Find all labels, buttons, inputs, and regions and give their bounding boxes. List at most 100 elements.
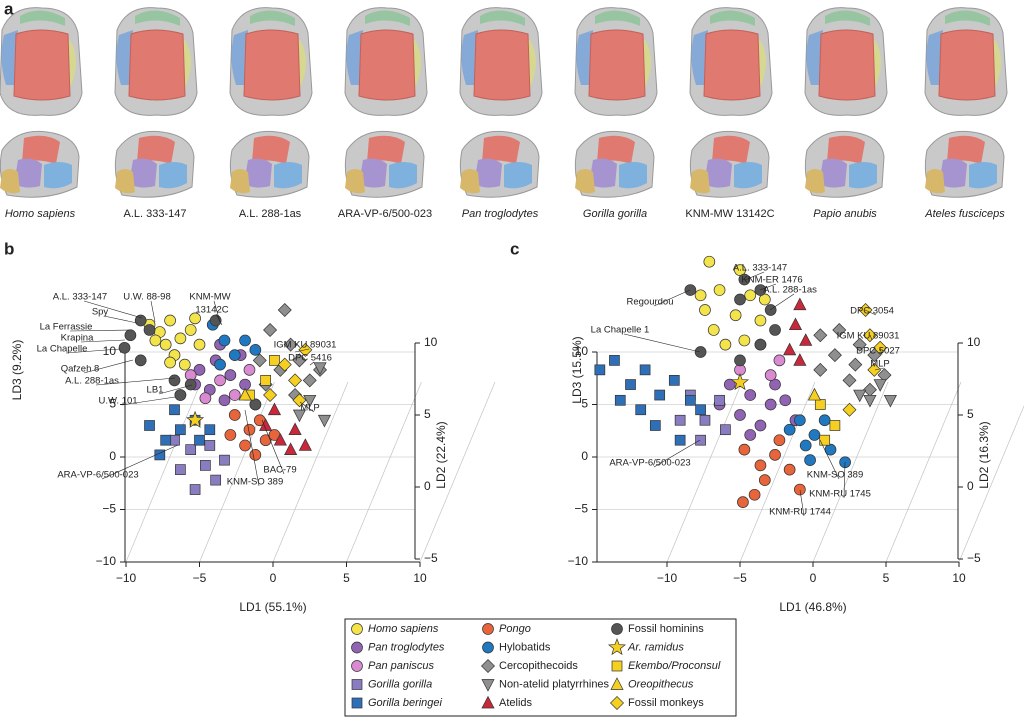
facet: [969, 162, 997, 189]
data-point: [738, 273, 751, 286]
bone-top: [20, 10, 65, 26]
bone-side: [1, 30, 18, 85]
annotation: DPC 5027: [856, 346, 900, 357]
data-point: [788, 317, 803, 331]
annotation: La Ferrassie: [40, 322, 93, 333]
data-point: [674, 434, 686, 446]
annotation: KNM-SO 389: [227, 477, 284, 488]
facet: [14, 158, 42, 188]
facet: [460, 169, 480, 194]
data-point: [481, 695, 495, 709]
facet: [939, 158, 967, 188]
facet: [367, 135, 405, 164]
data-point: [249, 398, 262, 411]
y2-axis-label: LD2 (16.3%): [977, 421, 991, 488]
leader-line: [244, 409, 260, 487]
grid-line: [958, 405, 1024, 563]
data-point: [744, 289, 757, 302]
leader-line: [261, 419, 285, 475]
annotation: IGM KU 89031: [837, 331, 900, 342]
annotation: KNM-MW: [189, 292, 230, 303]
bone-render: [229, 130, 310, 198]
y-tick-label: −10: [96, 554, 117, 568]
y2-tick-label: 10: [424, 335, 438, 349]
bone-side: [461, 30, 478, 85]
data-point: [249, 344, 262, 356]
data-point: [764, 369, 777, 381]
legend-label: Ekembo/Proconsul: [628, 660, 721, 672]
y2-tick-label: 0: [967, 479, 974, 493]
data-point: [852, 337, 867, 352]
data-point: [185, 444, 197, 455]
data-point: [769, 449, 781, 461]
facet: [947, 135, 985, 164]
specimen-label: A.L. 333-147: [124, 208, 187, 220]
data-point: [228, 349, 241, 361]
facet: [345, 169, 365, 194]
data-point: [867, 362, 882, 377]
leader-line: [299, 401, 315, 413]
annotation: Qafzeh 8: [61, 364, 100, 375]
bone-side: [806, 30, 823, 85]
data-point: [807, 387, 822, 401]
y-tick-label: 10: [103, 344, 117, 358]
leader-line: [309, 361, 315, 366]
annotation: A.L. 333-147: [733, 263, 787, 274]
data-point: [199, 392, 212, 405]
data-point: [302, 373, 317, 388]
bone-render: [804, 7, 888, 116]
y2-axis-label: LD2 (22.4%): [434, 421, 448, 488]
legend-label: Non-atelid platyrrhines: [499, 678, 610, 690]
facet: [22, 135, 60, 164]
x-axis-label: LD1 (46.8%): [779, 600, 846, 614]
articular-surface: [938, 29, 996, 101]
facet: [704, 158, 732, 188]
data-point: [842, 373, 857, 388]
data-point: [239, 439, 251, 452]
bone-render: [114, 7, 198, 116]
y-tick-label: 10: [575, 344, 589, 358]
data-point: [734, 293, 746, 306]
data-point: [174, 332, 187, 345]
data-point: [813, 362, 828, 377]
data-point: [124, 329, 137, 342]
facet: [575, 169, 595, 194]
leader-line: [213, 300, 221, 323]
bone-render: [114, 130, 195, 198]
data-point: [769, 324, 781, 336]
data-point: [263, 388, 278, 403]
facet: [619, 162, 647, 189]
legend-label: Fossil hominins: [628, 623, 704, 635]
bone-side: [346, 30, 363, 85]
bone-side: [576, 30, 593, 85]
data-point: [303, 394, 317, 408]
data-point: [317, 414, 332, 428]
data-point: [694, 346, 707, 358]
bone-top: [825, 10, 870, 26]
data-point: [703, 255, 716, 268]
facet: [159, 162, 187, 189]
y-tick-label: 0: [581, 449, 588, 463]
grid-line: [419, 381, 496, 563]
articular-surface: [588, 29, 646, 101]
annotation: DPC 5416: [288, 353, 332, 364]
data-point: [769, 378, 781, 391]
leader-line: [759, 283, 777, 291]
annotation: A.L. 333-147: [53, 292, 107, 303]
data-point: [186, 410, 205, 428]
x-tick-label: 5: [883, 571, 890, 585]
specimen-label: Homo sapiens: [5, 208, 76, 220]
annotation: La Chapelle 1: [591, 325, 650, 336]
data-point: [154, 449, 166, 461]
data-point: [143, 324, 156, 336]
facet: [44, 162, 72, 189]
data-point: [738, 443, 751, 456]
data-point: [685, 394, 696, 406]
data-point: [288, 373, 303, 388]
bone-render: [0, 7, 83, 116]
legend-label: Pongo: [499, 623, 531, 635]
data-point: [164, 314, 176, 327]
x-tick-label: 0: [810, 571, 817, 585]
data-point: [249, 449, 262, 461]
